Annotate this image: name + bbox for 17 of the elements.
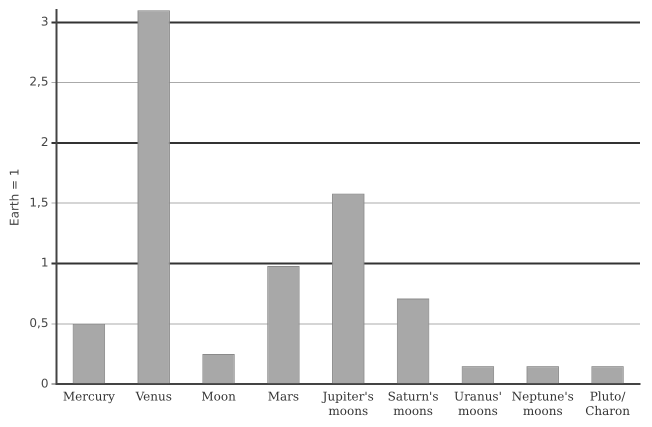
x-tick-label: Saturn's moons xyxy=(388,390,439,418)
x-tick-label: Neptune's moons xyxy=(512,390,574,418)
y-tick-label: 2,5 xyxy=(29,74,48,89)
x-tick-label: Pluto/Charon xyxy=(585,390,630,418)
x-tick-label: Moon xyxy=(201,390,236,404)
x-tick-label: Venus xyxy=(134,390,172,404)
x-tick-label: Mars xyxy=(268,390,300,404)
y-axis-title: Earth = 1 xyxy=(7,168,22,226)
y-tick-label: 3 xyxy=(40,14,48,28)
y-tick-label: 0,5 xyxy=(29,316,48,330)
x-tick-label: Uranus' moons xyxy=(454,390,502,418)
y-tick-label: 0 xyxy=(40,376,48,390)
y-tick-label: 1 xyxy=(40,256,48,270)
x-tick-label: Mercury xyxy=(62,390,116,404)
y-tick-label: 2 xyxy=(40,135,48,150)
x-tick-label: Jupiter's moons xyxy=(320,390,374,418)
y-tick-label: 1,5 xyxy=(29,195,48,210)
